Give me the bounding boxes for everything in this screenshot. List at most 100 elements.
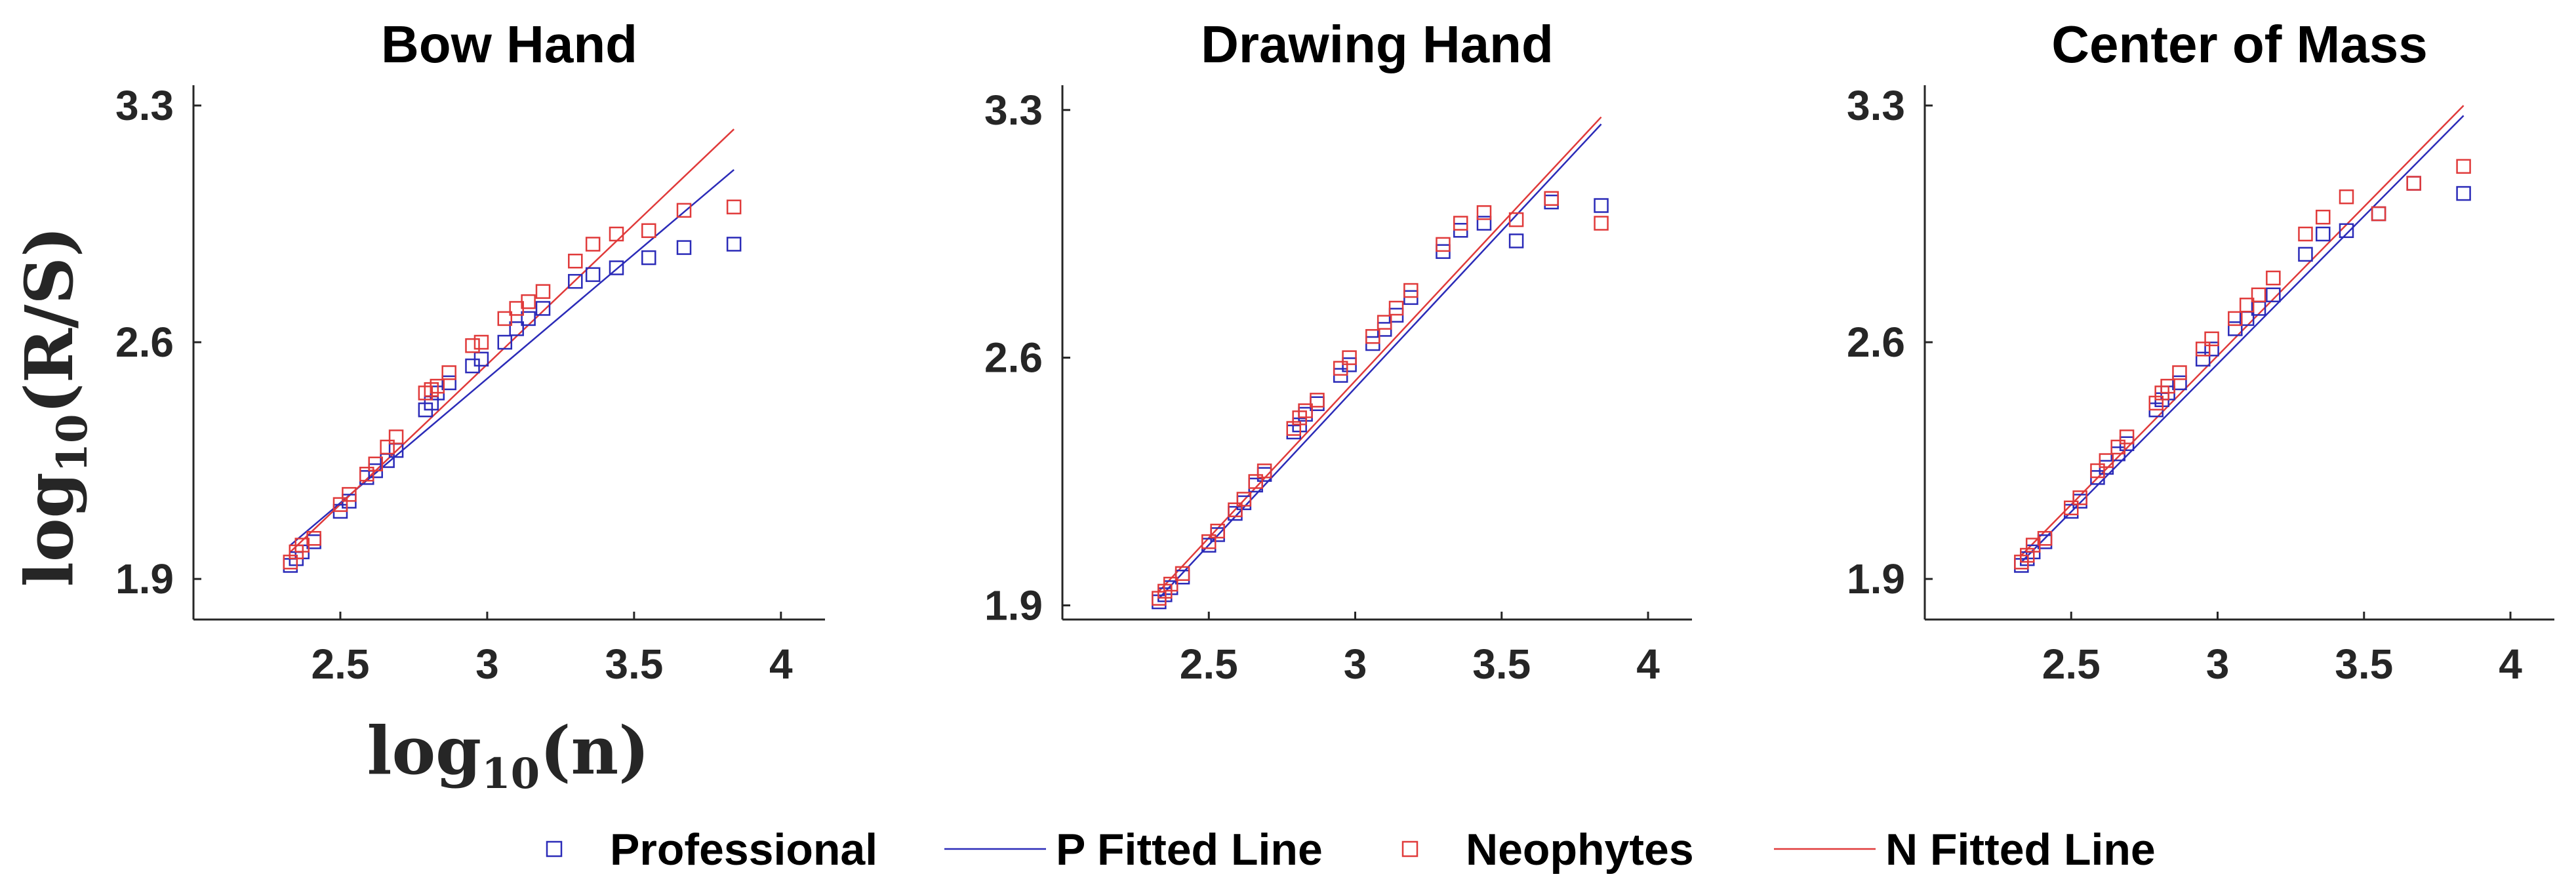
panels: Bow Hand 2.5 3 3.5 4 1.9 2.6 3.3 Drawing Hand 2.5…: [115, 15, 2554, 688]
x-tick-label: 2.5: [311, 641, 369, 688]
panel-title: Drawing Hand: [1201, 15, 1554, 73]
neophyte-point: [1228, 502, 1243, 517]
professional-point: [509, 321, 524, 336]
professional-point: [441, 375, 456, 391]
neophyte-point: [1544, 191, 1559, 206]
professional-point: [2204, 342, 2219, 357]
neophyte-point: [2406, 176, 2421, 191]
neophyte-point: [1594, 216, 1609, 231]
neophyte-point: [1236, 492, 1252, 507]
neophyte-point: [2316, 209, 2331, 225]
neophyte-point: [1436, 237, 1451, 252]
panel-title: Bow Hand: [381, 15, 637, 73]
neophyte-point: [2266, 270, 2281, 286]
professional-point: [2339, 223, 2354, 239]
neophyte-point: [1453, 216, 1468, 231]
x-tick-label: 3.5: [2335, 641, 2393, 688]
professional-point: [1544, 194, 1559, 210]
neophyte-point: [441, 365, 456, 380]
y-tick-label: 2.6: [115, 319, 174, 366]
professional-point: [676, 240, 692, 255]
professional-point: [473, 351, 489, 367]
x-tick-label: 3.5: [605, 641, 663, 688]
y-tick-label: 1.9: [1847, 555, 1905, 602]
neophyte-point: [388, 429, 404, 444]
y-tick-label: 3.3: [115, 82, 174, 129]
professional-point: [609, 260, 624, 275]
neophyte-point: [535, 284, 551, 299]
professional-point: [2456, 186, 2471, 201]
neophyte-point: [1508, 212, 1524, 227]
legend-label: N Fitted Line: [1885, 825, 2156, 875]
neophyte-point: [2251, 287, 2266, 303]
neophyte-point: [1175, 566, 1190, 581]
professional-point: [2316, 226, 2331, 242]
neophyte-point: [2339, 189, 2354, 205]
neophyte-point: [2172, 365, 2187, 380]
neophyte-point: [2298, 226, 2313, 242]
neophyte-point: [497, 311, 513, 326]
neophyte-point: [2456, 159, 2471, 174]
professional-point: [1476, 216, 1492, 231]
neophyte-point: [1310, 393, 1325, 408]
neophyte-point: [2072, 490, 2087, 505]
neophyte-point: [1333, 361, 1348, 376]
legend: Professional P Fitted Line Neophytes N Fitt…: [546, 825, 2156, 875]
y-tick-label: 3.3: [1847, 82, 1905, 129]
neophyte-point: [1377, 315, 1392, 330]
neophyte-point: [726, 199, 742, 214]
neophyte-point: [2037, 530, 2053, 546]
neophyte-point: [306, 530, 321, 546]
neophyte-point: [332, 497, 348, 512]
neophyte-point: [1365, 328, 1380, 344]
professional-point: [535, 301, 551, 316]
professional-point: [2371, 206, 2386, 222]
neophyte-point: [1298, 403, 1313, 418]
professional-point: [2195, 351, 2211, 367]
x-tick-label: 4: [769, 641, 793, 688]
neophyte-point: [1388, 300, 1404, 316]
neophyte-point: [1342, 350, 1357, 365]
neophyte-point: [2239, 298, 2255, 313]
neophyte-point: [1248, 474, 1263, 489]
x-tick-label: 2.5: [1180, 641, 1238, 688]
professional-point: [726, 237, 742, 252]
neophyte-point: [2099, 453, 2114, 468]
professional-point: [2298, 246, 2313, 262]
neophyte-point: [1201, 534, 1217, 549]
neophyte-point: [2228, 311, 2243, 326]
y-tick-label: 1.9: [115, 555, 174, 602]
neophyte-point: [641, 223, 656, 239]
n-fitted-line: [1158, 116, 1602, 592]
legend-marker: [546, 840, 563, 857]
panel-2: Drawing Hand 2.5 3 3.5 4 1.9 2.6 3.3: [984, 15, 1692, 688]
professional-point: [1508, 233, 1524, 248]
professional-point: [497, 334, 513, 350]
p-fitted-line: [2021, 115, 2465, 563]
neophyte-point: [521, 294, 536, 309]
neophyte-point: [2110, 439, 2125, 455]
x-tick-label: 4: [2499, 641, 2522, 688]
professional-point: [2406, 176, 2421, 191]
legend-item: Professional: [546, 825, 877, 875]
panel-3: Center of Mass 2.5 3 3.5 4 1.9 2.6 3.3: [1847, 15, 2554, 688]
neophyte-point: [585, 237, 601, 252]
neophyte-point: [1257, 463, 1272, 479]
neophyte-point: [568, 253, 583, 269]
y-axis-label: log10(R/S): [10, 226, 97, 587]
professional-point: [568, 273, 583, 289]
x-tick-label: 3: [1344, 641, 1367, 688]
neophyte-point: [2064, 500, 2079, 516]
professional-point: [641, 250, 656, 266]
neophyte-point: [2204, 331, 2219, 347]
professional-point: [2228, 321, 2243, 336]
neophyte-point: [1210, 523, 1225, 539]
legend-label: Neophytes: [1466, 825, 1694, 875]
professional-point: [1594, 198, 1609, 213]
panel-1: Bow Hand 2.5 3 3.5 4 1.9 2.6 3.3: [115, 15, 825, 688]
y-tick-label: 3.3: [984, 87, 1043, 134]
y-tick-label: 1.9: [984, 581, 1043, 629]
neophyte-point: [465, 338, 480, 353]
legend-label: P Fitted Line: [1056, 825, 1323, 875]
legend-item: Neophytes: [1401, 825, 1694, 875]
